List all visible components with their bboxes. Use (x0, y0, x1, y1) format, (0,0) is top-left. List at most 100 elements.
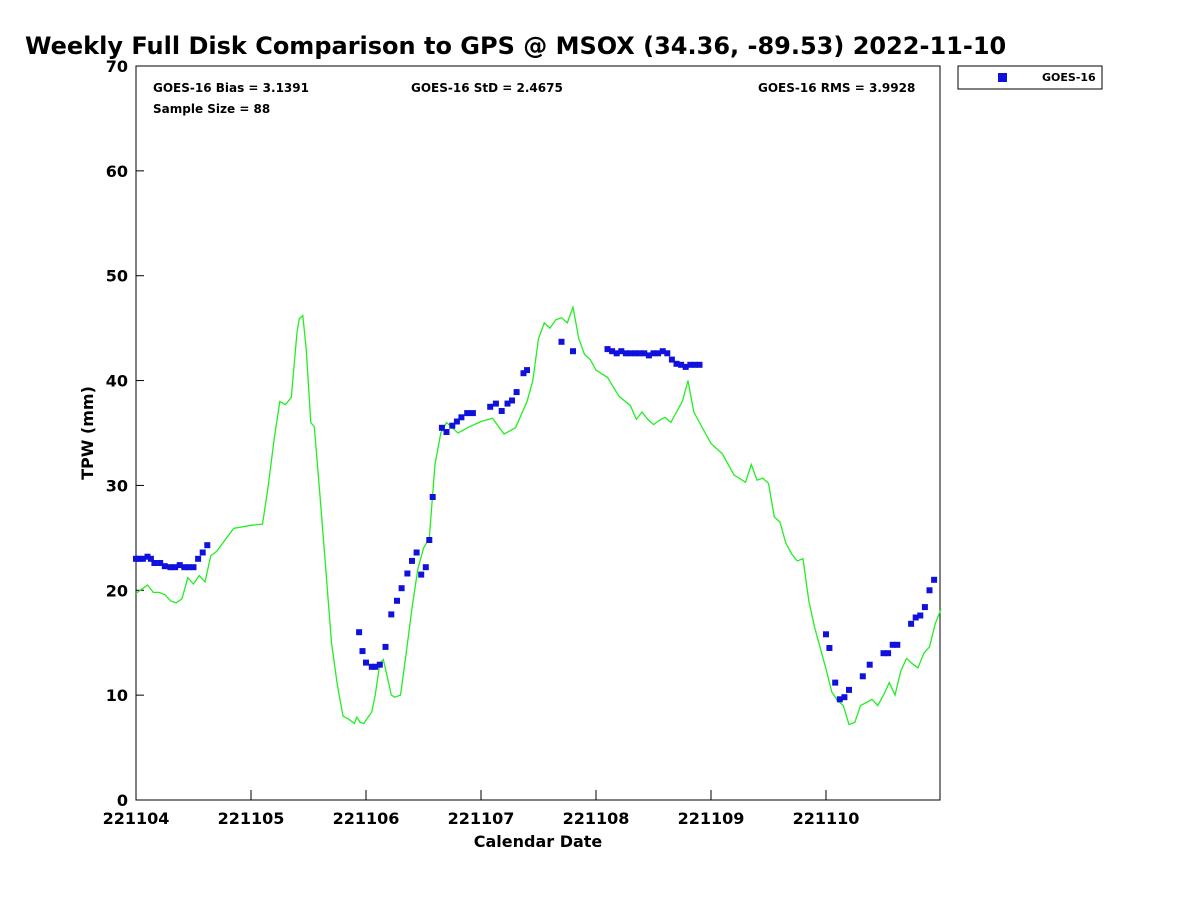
x-tick-label: 221107 (448, 809, 515, 828)
x-tick-label: 221109 (678, 809, 745, 828)
goes16-point (894, 641, 901, 648)
goes16-point (926, 587, 933, 594)
goes16-point (144, 553, 151, 560)
goes16-point (458, 414, 465, 421)
legend-box (957, 65, 1103, 90)
goes16-point (659, 348, 666, 355)
goes16-point (404, 570, 411, 577)
x-tick-label: 221106 (333, 809, 400, 828)
chart-title: Weekly Full Disk Comparison to GPS @ MSO… (25, 32, 1006, 60)
goes16-point (687, 361, 694, 368)
goes16-point (673, 360, 680, 367)
x-tick-label: 221104 (103, 809, 170, 828)
goes16-point (921, 604, 928, 611)
goes16-point (885, 650, 892, 657)
goes16-point (398, 585, 405, 592)
goes16-point (609, 348, 616, 355)
goes16-point (912, 614, 919, 621)
goes16-point (133, 555, 139, 562)
goes16-point (449, 422, 456, 429)
goes16-point (453, 418, 460, 425)
bias-stat: GOES-16 Bias = 3.1391 (153, 81, 309, 95)
goes16-point (931, 576, 938, 583)
goes16-point (664, 350, 671, 357)
goes16-point (487, 403, 494, 410)
y-axis: 0 10 20 30 40 50 60 70 (106, 57, 144, 810)
goes16-point (889, 641, 896, 648)
legend-label-goes16: GOES-16 (1042, 71, 1096, 84)
goes16-point (604, 346, 611, 353)
goes16-point (632, 350, 639, 357)
legend-marker-goes16 (998, 73, 1007, 82)
goes16-point (176, 562, 183, 569)
goes16-point (846, 686, 852, 693)
x-axis-label: Calendar Date (474, 832, 603, 851)
goes16-point (866, 661, 873, 668)
goes16-point (469, 410, 476, 417)
gps-line (135, 304, 942, 726)
goes16-point (464, 410, 471, 417)
goes16-point (641, 350, 648, 357)
goes16-point (359, 648, 366, 655)
gps-series (135, 304, 942, 726)
plot-area (135, 65, 941, 801)
goes16-series (133, 338, 938, 703)
goes16-point (836, 696, 843, 703)
goes16-point (908, 620, 915, 627)
goes16-point (394, 597, 400, 604)
goes16-point (524, 367, 530, 374)
goes16-point (363, 659, 369, 666)
goes16-point (627, 350, 634, 357)
goes16-point (413, 549, 420, 556)
x-tick-label: 221108 (563, 809, 630, 828)
goes16-point (204, 542, 211, 549)
goes16-point (859, 673, 866, 680)
goes16-point (382, 643, 389, 650)
goes16-point (161, 563, 168, 570)
y-tick-label: 70 (106, 57, 128, 76)
goes16-point (376, 661, 383, 668)
std-stat: GOES-16 StD = 2.4675 (411, 81, 563, 95)
goes16-point (438, 424, 445, 431)
goes16-point (492, 400, 499, 407)
goes16-point (157, 560, 164, 566)
goes16-point (513, 389, 520, 396)
goes16-point (147, 555, 154, 562)
y-tick-label: 20 (106, 581, 128, 600)
y-tick-label: 10 (106, 686, 128, 705)
y-tick-label: 30 (106, 476, 128, 495)
goes16-point (172, 564, 179, 571)
goes16-point (650, 350, 657, 357)
goes16-point (509, 397, 515, 404)
y-tick-label: 50 (106, 267, 128, 286)
goes16-point (520, 370, 527, 377)
y-tick-label: 40 (106, 372, 128, 391)
goes16-point (181, 564, 188, 571)
y-tick-label: 60 (106, 162, 128, 181)
x-tick-label: 221105 (218, 809, 285, 828)
goes16-point (368, 663, 375, 670)
goes16-point (356, 629, 363, 636)
goes16-point (136, 555, 143, 562)
goes16-point (613, 350, 620, 357)
x-axis: 221104 221105 221106 221107 221108 221109 2211… (103, 790, 860, 828)
goes16-point (668, 356, 675, 363)
sample-size-stat: Sample Size = 88 (153, 102, 270, 116)
goes16-point (504, 400, 511, 407)
goes16-point (498, 408, 505, 414)
goes16-point (636, 350, 643, 357)
goes16-point (409, 557, 415, 564)
goes16-point (682, 363, 689, 370)
y-axis-label: TPW (mm) (78, 386, 97, 480)
goes16-point (823, 631, 829, 638)
rms-stat: GOES-16 RMS = 3.9928 (758, 81, 915, 95)
goes16-point (655, 350, 662, 357)
x-tick-label: 221110 (793, 809, 860, 828)
goes16-point (388, 611, 395, 618)
goes16-point (880, 650, 887, 657)
goes16-point (151, 560, 158, 566)
goes16-point (443, 429, 450, 435)
goes16-point (167, 564, 174, 571)
goes16-point (841, 694, 848, 701)
